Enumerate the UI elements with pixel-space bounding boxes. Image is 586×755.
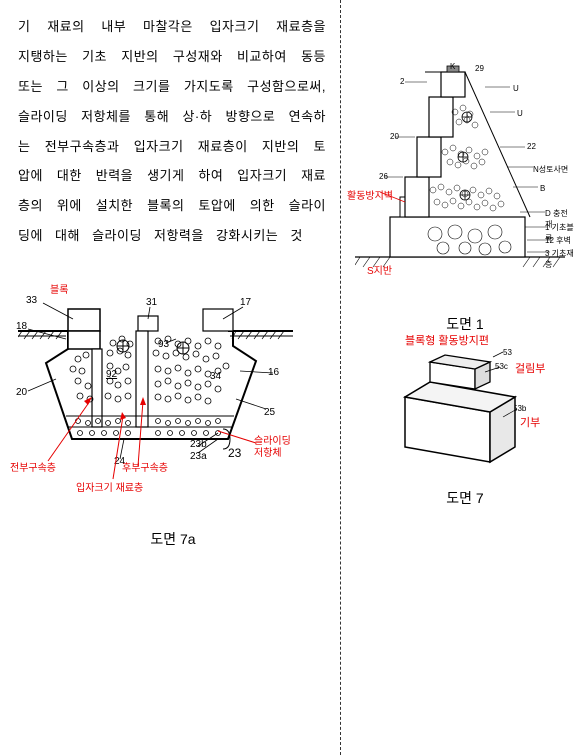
f1-12: 12 후벽 bbox=[545, 235, 571, 246]
f1-22: 22 bbox=[527, 142, 536, 151]
f1-Nslope: N성토사면 bbox=[533, 164, 568, 175]
fig7-caption: 도면 7 bbox=[355, 488, 575, 508]
fig7a-caption: 도면 7a bbox=[18, 529, 328, 549]
f1-3: 3 기초재층 bbox=[545, 248, 575, 270]
label-anti-slide-wall: 활동방지벽 bbox=[347, 187, 393, 202]
body-text: 기 재료의 내부 마찰각은 입자크기 재료층을 지탱하는 기초 지반의 구성재와… bbox=[18, 12, 326, 251]
f1-Ua: U bbox=[513, 84, 519, 93]
left-column: 기 재료의 내부 마찰각은 입자크기 재료층을 지탱하는 기초 지반의 구성재와… bbox=[0, 0, 340, 755]
f1-20a: 20 bbox=[390, 132, 399, 141]
figure-1: 2 K 29 U 22 U B N성토사면 D 충전재 1 기초블록 12 후벽… bbox=[355, 62, 575, 322]
label-ground: S지반 bbox=[367, 262, 392, 277]
f1-29: 29 bbox=[475, 64, 484, 73]
label-block-anti-slide: 블록형 활동방지편 bbox=[405, 332, 489, 348]
right-column: 2 K 29 U 22 U B N성토사면 D 충전재 1 기초블록 12 후벽… bbox=[341, 0, 583, 755]
f1-Ub: U bbox=[517, 109, 523, 118]
fig7a-svg bbox=[18, 281, 318, 491]
f1-B: B bbox=[540, 184, 545, 193]
figure-7: 블록형 활동방지편 53 53c 걸림부 53b 기부 bbox=[355, 332, 575, 502]
f1-26: 26 bbox=[379, 172, 388, 181]
f1-K: K bbox=[450, 62, 455, 71]
f1-2: 2 bbox=[400, 77, 404, 86]
figure-7a: 블록 33 31 17 18 93 92 34 16 20 25 24 23b … bbox=[18, 281, 328, 541]
fig7-svg bbox=[375, 347, 575, 487]
fig1-caption: 도면 1 bbox=[355, 314, 575, 334]
